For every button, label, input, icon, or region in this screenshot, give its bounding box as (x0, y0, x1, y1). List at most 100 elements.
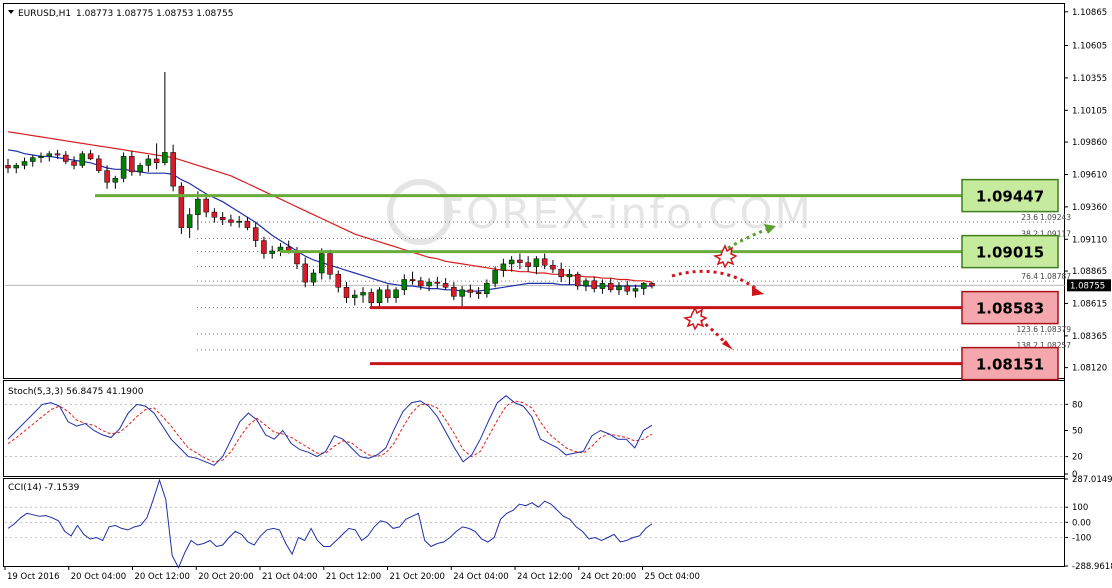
price-tick-label: 1.10355 (1072, 74, 1107, 84)
time-tick-label: 25 Oct 04:00 (645, 572, 700, 582)
candle-body (558, 268, 564, 278)
time-tick-label: 24 Oct 12:00 (517, 572, 572, 582)
fib-level-value: 1.08787 (1040, 272, 1071, 281)
stoch-tick-label: 0 (1072, 470, 1077, 480)
time-axis: 19 Oct 2016 20 Oct 04:00 20 Oct 12:00 20 Oc… (4, 566, 700, 582)
price-axis: 1.10865 1.10605 1.10355 1.10105 1.09860 1.096… (5, 8, 1111, 374)
stoch-tick-label: 20 (1072, 453, 1083, 463)
fib-level-label: 38.2 (1021, 229, 1038, 238)
down-arrowhead-1-icon (752, 286, 764, 296)
cci-line (7, 478, 653, 569)
candle-body (368, 292, 375, 304)
price-tick-label: 1.10865 (1072, 8, 1107, 18)
breakout-burst-icon (712, 244, 738, 269)
watermark-logo-icon (387, 179, 453, 245)
time-tick-label: 21 Oct 12:00 (326, 572, 381, 582)
price-tick-label: 1.08615 (1072, 299, 1107, 309)
price-tick-label: 1.09610 (1072, 170, 1107, 180)
ma-slow-line (7, 131, 653, 283)
candle-body (640, 283, 647, 289)
watermark-text: FOREX-info.COM (440, 189, 813, 238)
up-arrowhead-icon (764, 224, 776, 234)
breakdown-burst-icon (682, 306, 708, 331)
stoch-panel-frame (3, 380, 1065, 477)
candle-body (418, 280, 424, 287)
candle-body (508, 259, 515, 265)
candle-body (228, 219, 234, 223)
current-price-box (1067, 279, 1111, 292)
candle-body (30, 157, 36, 162)
price-tick-label: 1.10105 (1072, 106, 1107, 116)
candle-body (343, 287, 350, 298)
cci-tick-label: -288.9618 (1072, 562, 1112, 572)
candle-body (96, 158, 102, 171)
candle-body (186, 214, 193, 228)
stoch-tick-label: 50 (1072, 427, 1083, 437)
fib-level-value: 1.09117 (1040, 229, 1071, 238)
cci-tick-label: 287.0149 (1072, 475, 1112, 485)
price-tick-label: 1.08365 (1072, 332, 1107, 342)
candle-body (393, 289, 399, 298)
time-tick-label: 20 Oct 12:00 (135, 572, 190, 582)
candle-body (5, 165, 11, 169)
candle-body (104, 170, 110, 183)
support-resistance-levels: 1.09447 1.09015 1.08583 1.08151 (95, 178, 1059, 381)
candle-body (269, 250, 275, 254)
candle-body (352, 294, 358, 298)
candle-body (244, 220, 251, 228)
time-tick-label: 21 Oct 04:00 (262, 572, 317, 582)
cci-tick-label: 0.00 (1072, 518, 1091, 528)
stochastic-lines (7, 395, 653, 466)
support-label: 1.08583 (976, 300, 1044, 318)
candle-body (360, 292, 366, 296)
candle-body (649, 283, 655, 287)
cci-tick-label: 100 (1072, 503, 1088, 513)
candle-body (467, 289, 474, 293)
resistance-box (961, 178, 1059, 213)
candle-body (409, 279, 416, 282)
up-projection-arrow (727, 226, 771, 250)
candle-body (261, 240, 267, 254)
stoch-axis: 80 50 20 0 (5, 400, 1083, 480)
support-box (961, 346, 1059, 381)
candle-body (137, 165, 143, 173)
candle-body (38, 156, 44, 158)
candle-body (87, 153, 94, 160)
ohlc-label: 1.08773 1.08775 1.08753 1.08755 (76, 9, 233, 19)
stoch-main-line (7, 395, 653, 466)
dropdown-arrow-icon[interactable] (8, 10, 14, 14)
candle-body (335, 274, 342, 288)
candle-body (178, 185, 185, 228)
candle-body (162, 152, 168, 164)
time-tick-label: 19 Oct 2016 (7, 572, 60, 582)
candles (5, 72, 655, 308)
candle-body (71, 161, 77, 166)
candle-body (120, 156, 127, 179)
candle-body (129, 156, 135, 173)
candle-body (525, 262, 531, 267)
candle-body (541, 258, 548, 266)
candle-body (219, 217, 226, 221)
cci-axis: 287.0149 100 0.00 -100 -288.9618 (5, 475, 1112, 572)
fib-level-label: 23.6 (1021, 213, 1038, 222)
down-arrowhead-2-icon (722, 340, 733, 350)
price-tick-label: 1.08865 (1072, 267, 1107, 277)
down-projection-arrow-1 (671, 269, 759, 292)
candle-body (63, 154, 69, 162)
time-tick-label: 20 Oct 20:00 (198, 572, 253, 582)
candle-body (46, 153, 53, 157)
candle-body (112, 178, 119, 183)
candle-body (385, 289, 391, 298)
symbol-label: EURUSD,H1 (18, 9, 71, 19)
resistance-label: 1.09447 (976, 188, 1044, 206)
candle-body (533, 258, 540, 267)
candle-body (310, 272, 317, 283)
time-tick-label: 20 Oct 04:00 (71, 572, 126, 582)
candle-body (401, 279, 408, 291)
candle-body (21, 161, 28, 166)
candle-body (170, 152, 176, 187)
fib-level-label: 76.4 (1021, 272, 1038, 281)
candle-body (574, 274, 581, 287)
